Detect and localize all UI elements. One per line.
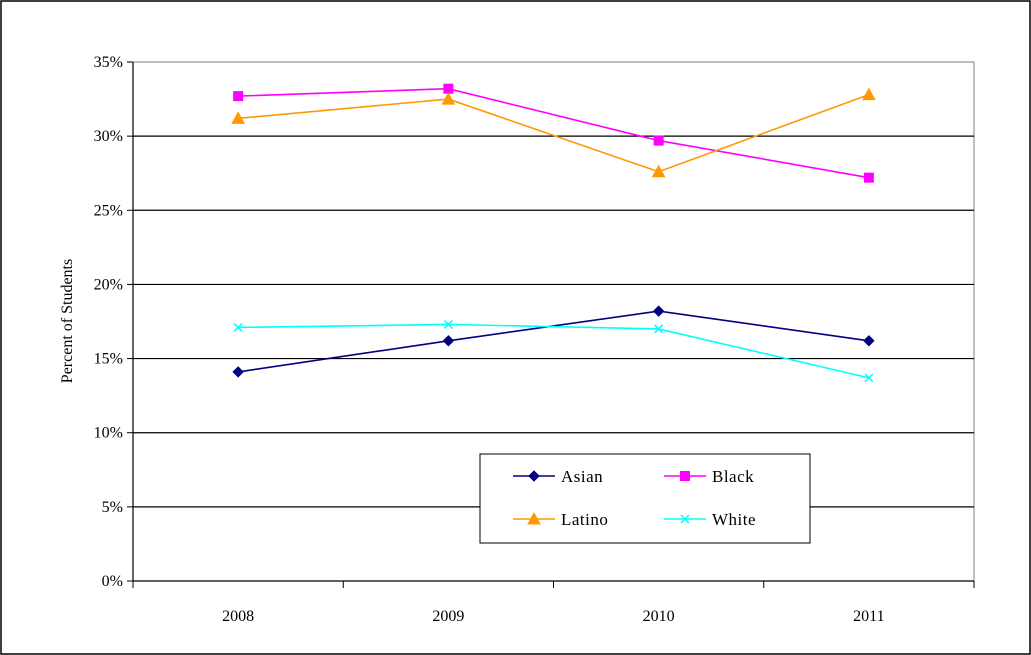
series-white xyxy=(233,319,874,383)
legend-label: Asian xyxy=(561,467,603,486)
data-point-marker xyxy=(863,335,875,347)
series-line xyxy=(238,93,870,173)
data-point-marker xyxy=(441,92,456,105)
legend: Asian Black Latino White xyxy=(479,453,811,544)
data-point-marker xyxy=(442,335,455,347)
legend-label: White xyxy=(712,510,756,529)
legend-entry-latino: Latino xyxy=(513,510,608,529)
series-black xyxy=(233,83,874,183)
data-point-marker xyxy=(653,135,664,146)
legend-entry-white: White xyxy=(664,510,756,529)
legend-label: Black xyxy=(712,467,754,486)
y-axis-label: Percent of Students xyxy=(59,259,76,383)
data-point-marker xyxy=(233,91,244,102)
data-point-marker xyxy=(233,322,243,332)
data-point-marker xyxy=(232,366,244,378)
data-point-marker xyxy=(680,514,690,524)
series-latino xyxy=(231,87,876,178)
legend-label: Latino xyxy=(561,510,608,529)
x-axis: 2008 2009 2010 2011 xyxy=(132,580,975,625)
data-point-marker xyxy=(443,319,453,329)
x-tick-label: 2009 xyxy=(432,608,464,625)
legend-entry-asian: Asian xyxy=(513,467,603,486)
y-axis: 0% 5% 10% 15% 20% 25% 30% 35% xyxy=(94,54,134,590)
series-group xyxy=(231,83,876,383)
data-point-marker xyxy=(654,324,664,334)
series-line xyxy=(238,323,870,379)
x-tick-label: 2008 xyxy=(222,608,254,625)
x-tick-label: 2010 xyxy=(643,608,675,625)
y-tick-label: 0% xyxy=(102,573,123,590)
series-line xyxy=(238,87,870,179)
data-point-marker xyxy=(231,111,245,124)
x-tick-label: 2011 xyxy=(853,608,884,625)
data-point-marker xyxy=(864,373,874,383)
data-point-marker xyxy=(651,164,666,178)
legend-entry-black: Black xyxy=(664,467,754,486)
data-point-marker xyxy=(862,87,876,101)
gridlines xyxy=(133,135,974,508)
data-point-marker xyxy=(680,471,690,481)
y-tick-label: 35% xyxy=(94,54,123,71)
y-tick-label: 30% xyxy=(94,128,123,145)
y-tick-label: 20% xyxy=(94,276,123,293)
data-point-marker xyxy=(527,511,541,525)
data-point-marker xyxy=(652,305,665,317)
data-point-marker xyxy=(528,470,540,482)
y-tick-label: 15% xyxy=(94,351,123,368)
data-point-marker xyxy=(863,172,874,183)
y-tick-label: 25% xyxy=(94,202,123,219)
y-tick-label: 5% xyxy=(102,499,123,516)
data-point-marker xyxy=(443,83,454,94)
legend-box xyxy=(479,453,811,544)
y-tick-label: 10% xyxy=(94,425,123,442)
